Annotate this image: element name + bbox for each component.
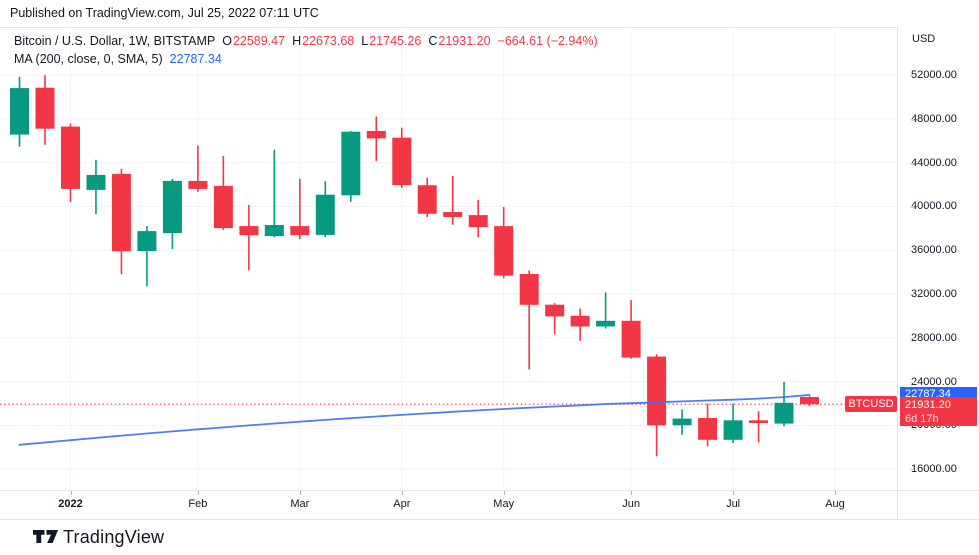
time-tick-label: Aug <box>825 498 845 510</box>
chart-pane[interactable]: Bitcoin / U.S. Dollar, 1W, BITSTAMP O 225… <box>0 27 897 490</box>
time-tick-mark <box>197 491 199 495</box>
symbol-row: Bitcoin / U.S. Dollar, 1W, BITSTAMP O 225… <box>14 34 598 52</box>
time-tick-label: 2022 <box>58 498 83 510</box>
low-value: L 21745.26 <box>361 34 422 48</box>
change-value: −664.61 (−2.94%) <box>497 34 598 48</box>
price-tick: 52000.00 <box>910 69 957 81</box>
price-axis-unit: USD <box>912 33 936 45</box>
price-tick: 48000.00 <box>910 112 957 125</box>
time-tick-mark <box>835 491 836 495</box>
price-axis-divider <box>897 27 898 519</box>
price-tick: 44000.00 <box>910 156 957 169</box>
chart-legend: Bitcoin / U.S. Dollar, 1W, BITSTAMP O 225… <box>14 34 598 70</box>
time-tick-mark <box>503 491 505 495</box>
symbol-title[interactable]: Bitcoin / U.S. Dollar, 1W, BITSTAMP <box>14 34 216 48</box>
price-tick-mark <box>910 337 914 339</box>
published-bar: Published on TradingView.com, Jul 25, 20… <box>0 0 979 27</box>
footer-bar: TradingView <box>0 520 979 555</box>
time-tick-label: Jun <box>622 498 640 510</box>
time-tick-label: Apr <box>393 498 411 510</box>
time-tick-label: Mar <box>290 498 310 510</box>
price-tick-mark <box>910 381 914 383</box>
price-tick-mark <box>910 162 914 164</box>
ma-study-value: 22787.34 <box>169 52 222 66</box>
topbar-divider <box>0 27 979 28</box>
open-value: O 22589.47 <box>222 34 286 48</box>
price-tick-mark <box>910 118 914 120</box>
price-tick-mark <box>910 469 914 471</box>
bar-countdown: 6d 17h <box>905 413 939 426</box>
symbol-price-tag: BTCUSD <box>845 396 897 413</box>
time-tick-mark <box>299 491 301 495</box>
time-tick-label: May <box>493 498 515 510</box>
footer-divider <box>0 519 979 520</box>
price-tick-mark <box>910 294 914 295</box>
price-tick: 36000.00 <box>910 244 957 257</box>
price-tick-mark <box>910 206 914 208</box>
candlestick-chart[interactable] <box>0 27 897 490</box>
price-tick: 40000.00 <box>910 200 957 213</box>
published-text: Published on TradingView.com, Jul 25, 20… <box>10 6 319 20</box>
price-tick-mark <box>910 75 914 76</box>
last-price-value: 21931.20 <box>905 399 951 412</box>
high-value: H 22673.68 <box>292 34 355 48</box>
price-tick: 28000.00 <box>910 331 957 344</box>
price-axis[interactable]: USD 52000.00 48000.00 44000.00 40000.00 3600… <box>898 27 979 490</box>
time-axis[interactable]: 2022 Feb Mar Apr May Jun Jul Aug <box>0 491 897 519</box>
time-tick-mark <box>401 491 403 495</box>
ma-study-label[interactable]: MA (200, close, 0, SMA, 5) <box>14 52 163 66</box>
time-tick-label: Feb <box>188 498 208 510</box>
price-tick: 16000.00 <box>910 463 957 476</box>
price-tick: 32000.00 <box>910 288 957 300</box>
tradingview-logo-icon[interactable] <box>33 530 59 544</box>
brand-name[interactable]: TradingView <box>63 527 165 547</box>
close-value: C 21931.20 <box>428 34 491 48</box>
last-price-label: 21931.20 6d 17h <box>900 397 977 427</box>
time-axis-divider <box>0 490 979 491</box>
price-tick: 24000.00 <box>910 375 957 388</box>
time-tick-mark <box>631 491 633 495</box>
time-tick-label: Jul <box>726 498 741 510</box>
price-tick-mark <box>910 250 914 252</box>
time-tick-mark <box>70 491 72 495</box>
ma-row: MA (200, close, 0, SMA, 5) 22787.34 <box>14 52 598 70</box>
time-tick-mark <box>733 491 735 495</box>
